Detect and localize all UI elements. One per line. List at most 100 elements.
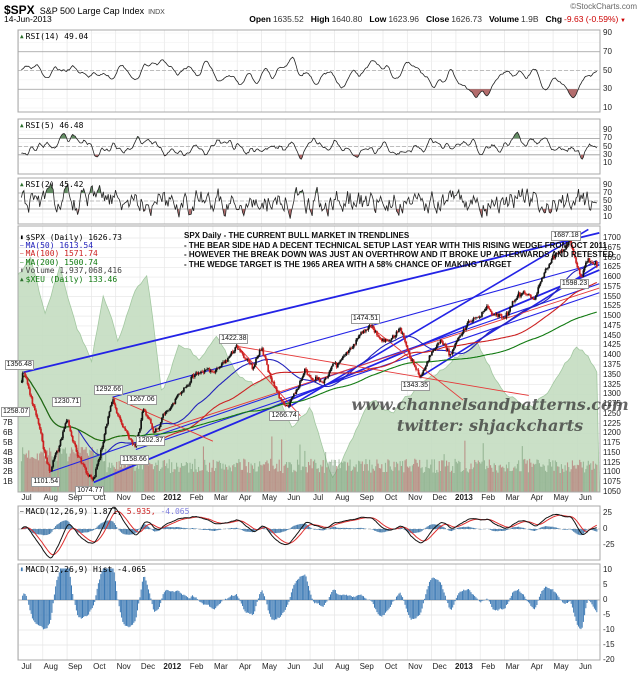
month-label: Oct (384, 661, 398, 671)
month-label: Jun (578, 492, 592, 502)
volume-axis-tick: 6B (3, 427, 13, 437)
month-label: Nov (408, 661, 423, 671)
quote-value: -9.63 (-0.59%) (564, 13, 619, 24)
line-icon: — (20, 241, 24, 249)
month-label: Aug (43, 492, 58, 502)
annotation-line: - HOWEVER THE BREAK DOWN WAS JUST AN OVE… (184, 250, 614, 260)
legend-text: RSI(14) 49.04 (25, 31, 89, 41)
indicator-icon: ▲ (20, 180, 24, 188)
symbol-name: S&P 500 Large Cap Index (39, 6, 145, 16)
month-label: 2013 (454, 492, 473, 502)
price-axis-tick: 1300 (603, 389, 621, 399)
line-icon: — (20, 250, 24, 258)
price-axis-tick: 1175 (603, 438, 621, 448)
chg-down-arrow-icon[interactable]: ▼ (618, 17, 626, 24)
month-label: 2013 (454, 661, 473, 671)
month-label: Oct (93, 661, 106, 671)
price-point-label: 1101.54 (31, 476, 61, 487)
month-label: Apr (238, 661, 252, 671)
month-label: Nov (116, 661, 131, 671)
price-point-label: 1356.48 (4, 360, 34, 371)
hist-axis-tick: 0 (603, 595, 608, 604)
rsi-axis-tick: 10 (603, 212, 612, 221)
price-point-label: 1158.66 (120, 454, 149, 465)
rsi-axis-tick: 50 (603, 65, 612, 75)
quote-label: Chg (545, 13, 563, 24)
month-label: Sep (359, 492, 374, 502)
legend-text: -4.065 (155, 507, 190, 516)
legend-text: MA(200) 1500.74 (25, 257, 98, 267)
price-axis-tick: 1250 (603, 408, 621, 418)
price-point-label: 1266.74 (269, 411, 299, 422)
price-point-label: 1258.07 (1, 406, 31, 417)
month-label: 2012 (163, 661, 182, 671)
month-label: Feb (189, 492, 204, 502)
price-point-label: 1687.18 (551, 231, 581, 241)
hist-legend: ▮ MACD(12,26,9) Hist -4.065 (20, 565, 146, 574)
price-axis-tick: 1075 (603, 477, 621, 487)
price-point-label: 1074.77 (75, 486, 105, 497)
histogram-icon: ▮ (20, 566, 24, 573)
price-axis-tick: 1675 (603, 242, 621, 252)
rsi-axis-tick: 70 (603, 188, 612, 197)
annotation-line: SPX Daily - THE CURRENT BULL MARKET IN T… (184, 231, 410, 240)
legend-text: MACD(12,26,9) 1.871, (25, 507, 122, 516)
price-axis-tick: 1425 (603, 340, 621, 350)
macd-axis-tick: 25 (603, 508, 612, 517)
price-axis-tick: 1450 (603, 330, 621, 340)
price-point-label: 1292.66 (93, 385, 124, 396)
month-label: Jun (287, 492, 301, 502)
month-label: Feb (481, 661, 496, 671)
price-axis-tick: 1550 (603, 291, 621, 301)
price-axis-tick: 1200 (603, 428, 621, 438)
main-legend-row: — MA(200) 1500.74 (20, 258, 98, 267)
quote-value: 1623.96 (388, 13, 420, 24)
rsi-axis-tick: 50 (603, 196, 612, 205)
quote-label: High (310, 13, 330, 24)
price-axis-tick: 1475 (603, 320, 621, 330)
month-label: Jul (312, 492, 324, 502)
rsi14-legend: ▲ RSI(14) 49.04 (20, 32, 88, 41)
price-point-label: 1598.23 (559, 278, 590, 289)
volume-axis-tick: 7B (3, 418, 13, 428)
month-label: Dec (432, 661, 447, 671)
month-label: Mar (505, 492, 520, 502)
quote-value: 1640.80 (331, 13, 363, 24)
price-axis-tick: 1375 (603, 360, 621, 369)
area-icon: ▲ (20, 275, 24, 283)
rsi-axis-tick: 30 (603, 84, 612, 94)
indicator-icon: ▲ (20, 121, 24, 129)
legend-text: $XEU (Daily) 133.46 (25, 274, 118, 284)
macd-axis-tick: -25 (603, 540, 615, 549)
volume-axis-tick: 3B (3, 457, 13, 467)
volume-axis-tick: 4B (3, 447, 13, 457)
symbol-label: $SPX (4, 3, 35, 17)
rsi-axis-tick: 70 (603, 46, 612, 56)
price-axis-tick: 1575 (603, 281, 621, 291)
rsi-axis-tick: 70 (603, 133, 612, 143)
price-axis-tick: 1600 (603, 272, 621, 282)
month-label: Aug (335, 492, 350, 502)
legend-text: Volume 1,937,068,416 (25, 266, 122, 276)
legend-text: MACD(12,26,9) Hist -4.065 (25, 565, 147, 574)
quote-label: Close (426, 13, 450, 24)
price-axis-tick: 1700 (603, 233, 621, 242)
price-point-label: 1202.37 (135, 436, 166, 447)
macd-legend: — MACD(12,26,9) 1.871, 5.935, -4.065 (20, 507, 189, 516)
month-label: Aug (335, 661, 350, 671)
legend-text: RSI(5) 46.48 (25, 120, 84, 130)
month-label: May (553, 661, 569, 671)
price-point-label: 1267.06 (127, 395, 157, 406)
month-label: May (261, 661, 278, 671)
bars-icon: ▮ (20, 267, 24, 275)
rsi-axis-tick: 90 (603, 180, 612, 189)
month-label: Mar (214, 492, 228, 502)
quote-label: Low (369, 13, 387, 24)
annotation-line: - THE WEDGE TARGET IS THE 1965 AREA WITH… (184, 259, 512, 269)
indicator-icon: ▲ (20, 32, 24, 40)
month-label: Dec (432, 492, 447, 502)
legend-text: MA(50) 1613.54 (25, 240, 94, 250)
date-label: 14-Jun-2013 (4, 14, 52, 24)
macd-line-icon: — (20, 508, 24, 515)
month-label: Aug (43, 661, 58, 671)
